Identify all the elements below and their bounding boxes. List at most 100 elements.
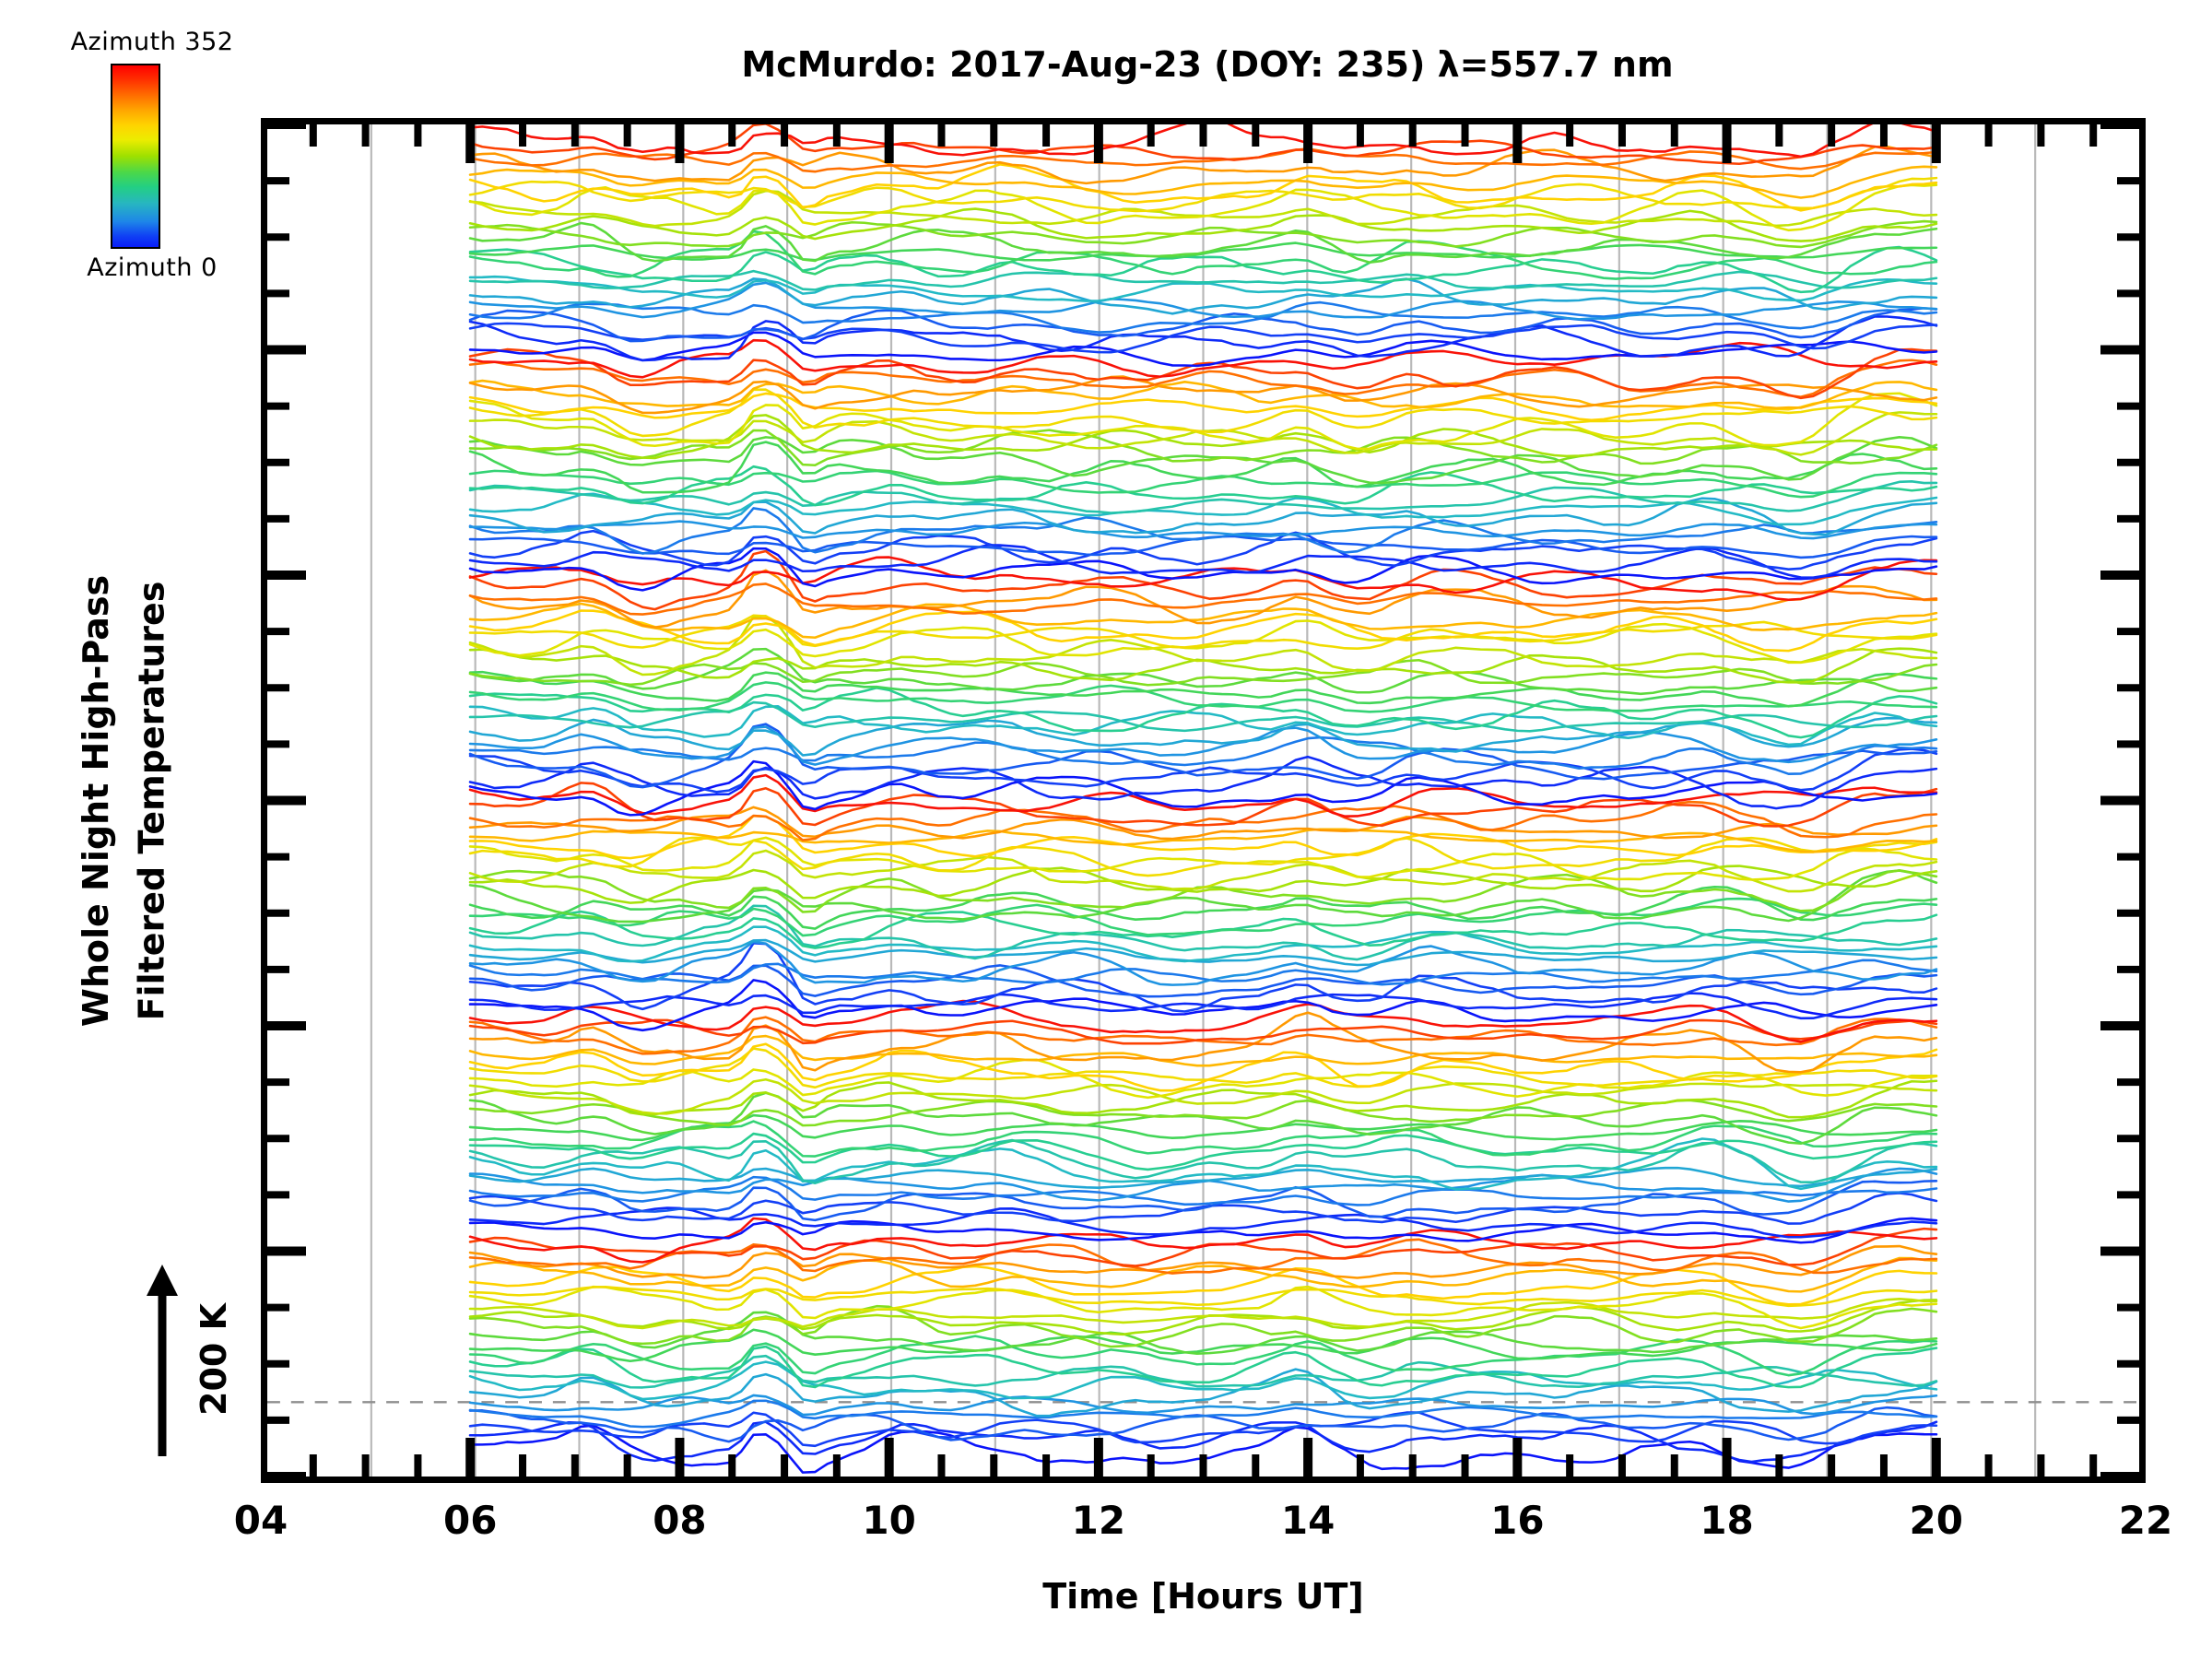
waterfall-trace [468,609,1938,653]
waterfall-trace [468,658,1938,687]
y-axis-title-line-1: Whole Night High-Pass [74,118,118,1483]
waterfall-trace [468,221,1938,264]
scale-bar-arrow-icon [147,1265,178,1456]
waterfall-trace [468,1058,1938,1100]
x-tick-label: 20 [1909,1498,1963,1543]
waterfall-trace [468,1354,1938,1389]
waterfall-trace [468,338,1938,379]
waterfall-trace [468,940,1938,986]
waterfall-trace [468,124,1938,166]
waterfall-trace [468,800,1938,841]
waterfall-trace [468,582,1938,616]
waterfall-trace [468,705,1938,747]
waterfall-trace [468,1399,1938,1429]
waterfall-trace [468,1192,1938,1225]
waterfall-trace [468,147,1938,173]
waterfall-trace [468,547,1938,592]
waterfall-trace [468,942,1938,1013]
waterfall-trace [468,836,1938,881]
waterfall-trace [468,145,1938,185]
waterfall-trace [468,755,1938,810]
waterfall-trace [468,480,1938,514]
waterfall-trace [468,836,1938,877]
waterfall-trace [468,681,1938,713]
waterfall-trace [468,1335,1938,1377]
x-tick-label: 10 [862,1498,916,1543]
waterfall-trace [468,615,1938,677]
waterfall-trace [468,1411,1938,1448]
waterfall-trace [468,529,1938,571]
x-tick-label: 04 [233,1498,288,1543]
waterfall-trace [468,556,1938,602]
waterfall-trace [468,1298,1938,1330]
waterfall-trace [468,315,1938,362]
waterfall-trace [468,219,1938,249]
waterfall-trace [468,163,1938,212]
waterfall-trace [468,1256,1938,1293]
waterfall-trace [468,897,1938,937]
x-tick-label: 08 [653,1498,707,1543]
waterfall-trace [468,520,1938,540]
waterfall-trace [468,375,1938,415]
waterfall-trace [468,1345,1938,1389]
waterfall-trace [468,1034,1938,1067]
waterfall-trace [468,723,1938,789]
waterfall-trace [468,1018,1938,1045]
colorbar-max-label: Azimuth 352 [70,28,234,56]
y-axis-title-line-2-text: Filtered Temperatures [131,581,171,1020]
waterfall-trace [468,1285,1938,1330]
waterfall-trace [468,379,1938,410]
waterfall-trace [468,773,1938,818]
waterfall-trace [468,1079,1938,1119]
scale-bar: 200 K [138,1263,258,1456]
waterfall-trace [468,869,1938,924]
waterfall-trace [468,1120,1938,1158]
waterfall-trace [468,1166,1938,1189]
waterfall-trace [468,492,1938,526]
x-tick-label: 16 [1490,1498,1545,1543]
waterfall-trace [468,1137,1938,1191]
x-tick-labels: 04 06 08 10 12 14 16 18 20 22 [234,1498,2172,1553]
waterfall-trace [468,507,1938,555]
waterfall-trace [468,165,1938,199]
waterfall-trace [468,269,1938,291]
waterfall-trace [468,1042,1938,1092]
waterfall-trace [468,1217,1938,1264]
waterfall-trace [468,1244,1938,1279]
waterfall-trace [468,497,1938,536]
waterfall-trace [468,849,1938,893]
waterfall-trace [468,1265,1938,1306]
waterfall-traces [468,124,1938,1474]
waterfall-trace [468,782,1938,828]
plot-area [261,118,2146,1483]
waterfall-trace [468,1175,1938,1206]
waterfall-trace [468,1420,1938,1464]
x-axis-title: Time [Hours UT] [1042,1576,1364,1617]
waterfall-trace [468,183,1938,232]
waterfall-trace [468,1217,1938,1244]
waterfall-trace [468,904,1938,961]
waterfall-trace [468,992,1938,1020]
waterfall-trace [468,938,1938,967]
waterfall-trace [468,1011,1938,1074]
waterfall-trace [468,189,1938,228]
waterfall-trace [468,207,1938,242]
waterfall-trace [468,759,1938,817]
scale-bar-label-text: 200 K [194,1303,234,1416]
waterfall-trace [468,925,1938,963]
waterfall-trace [468,865,1938,904]
waterfall-trace [468,1368,1938,1418]
waterfall-trace [468,747,1938,794]
waterfall-trace [468,414,1938,460]
waterfall-trace [468,429,1938,467]
x-tick-label: 22 [2118,1498,2173,1543]
waterfall-trace [468,1360,1938,1401]
x-tick-label: 18 [1700,1498,1754,1543]
waterfall-trace [468,392,1938,422]
waterfall-trace [468,1285,1938,1308]
waterfall-trace [468,465,1938,507]
waterfall-trace [468,281,1938,321]
waterfall-trace [468,1424,1938,1474]
waterfall-trace [468,245,1938,294]
